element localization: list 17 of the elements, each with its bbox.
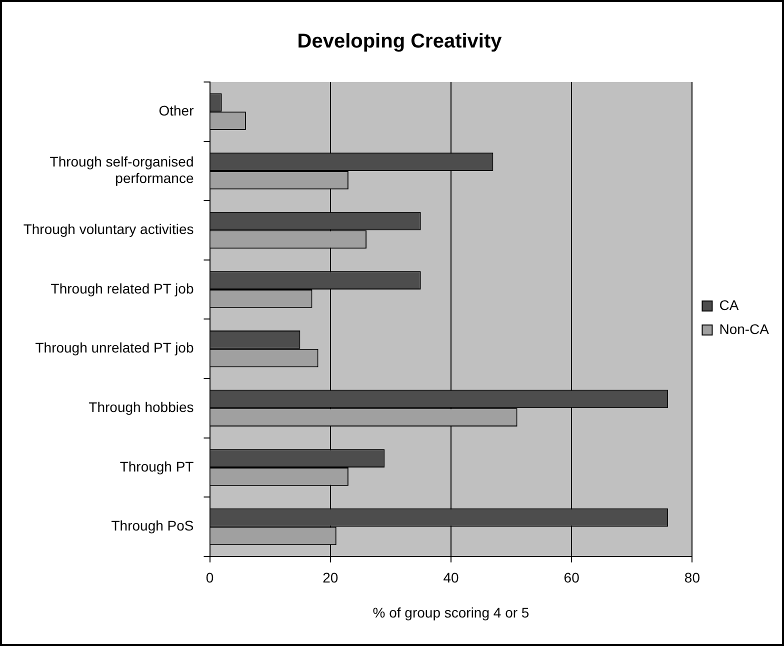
x-tick-label: 20 [322,570,338,586]
y-tick-label: Through hobbies [88,399,194,416]
x-tick-label: 60 [564,570,580,586]
x-tick-label: 0 [206,570,214,586]
y-tick-label: Through self-organised performance [50,153,194,186]
y-tick-label: Through PT [120,458,194,474]
y-tick-label: Through voluntary activities [23,221,194,238]
y-tick-label: Through unrelated PT job [35,340,194,356]
y-tick-label: Through related PT job [50,280,194,296]
x-tick-label: 40 [443,570,459,586]
legend-label: CA [719,296,740,313]
chart-title: Developing Creativity [297,30,503,53]
y-tick-label: Other [158,102,194,119]
y-tick-label: Through PoS [111,518,194,534]
legend-label: Non-CA [719,320,770,337]
x-tick-label: 80 [684,570,700,586]
x-axis-title: % of group scoring 4 or 5 [372,604,530,620]
